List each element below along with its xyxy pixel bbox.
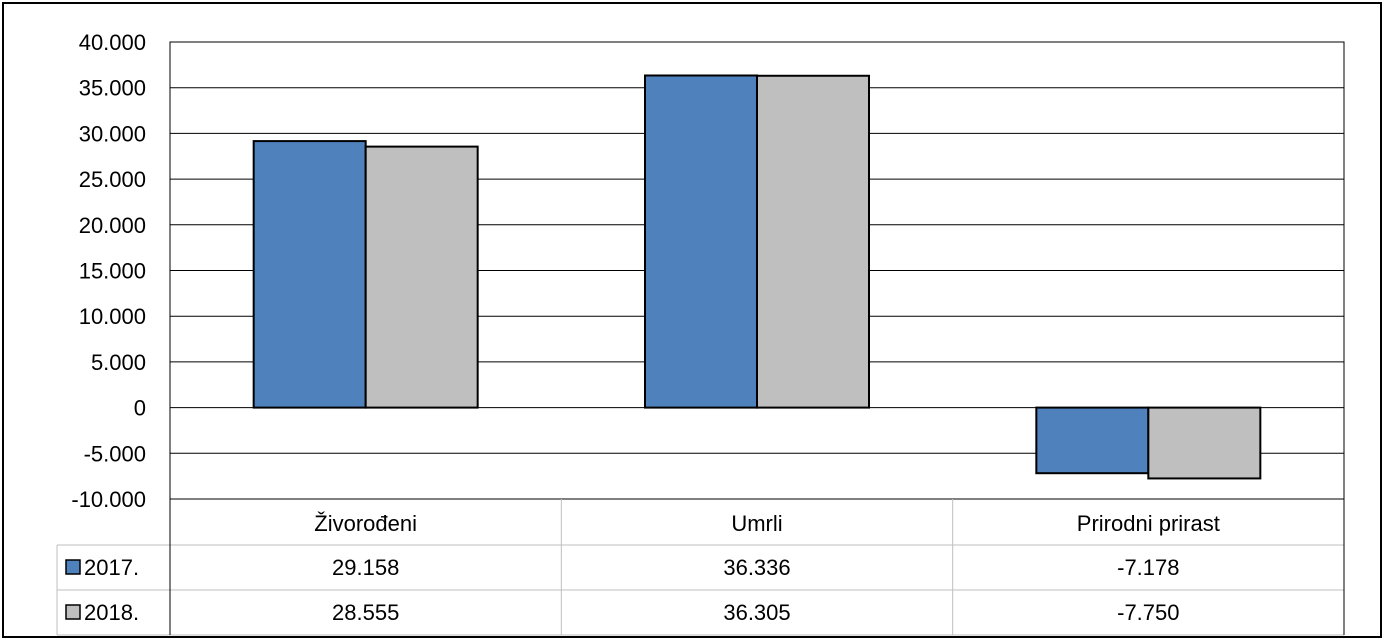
y-tick-label: 30.000: [79, 121, 146, 146]
x-category-label: Prirodni prirast: [1077, 511, 1220, 536]
legend-label: 2017.: [84, 555, 139, 580]
data-value-label: 36.305: [723, 600, 790, 625]
bar-2018-prirodni-prirast: [1147, 406, 1262, 480]
data-value-label: 36.336: [723, 555, 790, 580]
bar-2018-zivoro-eni: [364, 145, 479, 409]
y-tick-label: 15.000: [79, 259, 146, 284]
y-tick-label: 5.000: [91, 350, 146, 375]
y-tick-label: 20.000: [79, 213, 146, 238]
bar-2017-zivoro-eni: [252, 140, 367, 409]
data-value-label: -7.750: [1117, 600, 1179, 625]
data-value-label: 28.555: [332, 600, 399, 625]
x-category-label: Živorođeni: [314, 511, 417, 536]
y-tick-label: 25.000: [79, 167, 146, 192]
legend-key-2017: [65, 559, 81, 575]
bar-2017-prirodni-prirast: [1035, 406, 1150, 475]
y-tick-label: 0: [134, 396, 146, 421]
data-value-label: 29.158: [332, 555, 399, 580]
x-category-label: Umrli: [731, 511, 782, 536]
y-tick-label: 35.000: [79, 76, 146, 101]
bars: [252, 74, 1262, 480]
data-table: Živorođeni Umrli Prirodni prirast 2017. 29.1…: [56, 499, 1345, 636]
data-value-label: -7.178: [1117, 555, 1179, 580]
bar-2017-umrli: [644, 74, 758, 409]
y-axis: 40.000 35.000 30.000 25.000 20.000 15.000 10.0…: [71, 30, 146, 512]
y-tick-label: 40.000: [79, 30, 146, 55]
bar-2018-umrli: [756, 74, 870, 409]
legend-key-2018: [65, 604, 81, 620]
y-tick-label: 10.000: [79, 304, 146, 329]
legend-label: 2018.: [84, 600, 139, 625]
y-tick-label: -5.000: [84, 441, 146, 466]
y-tick-label: -10.000: [71, 487, 146, 512]
